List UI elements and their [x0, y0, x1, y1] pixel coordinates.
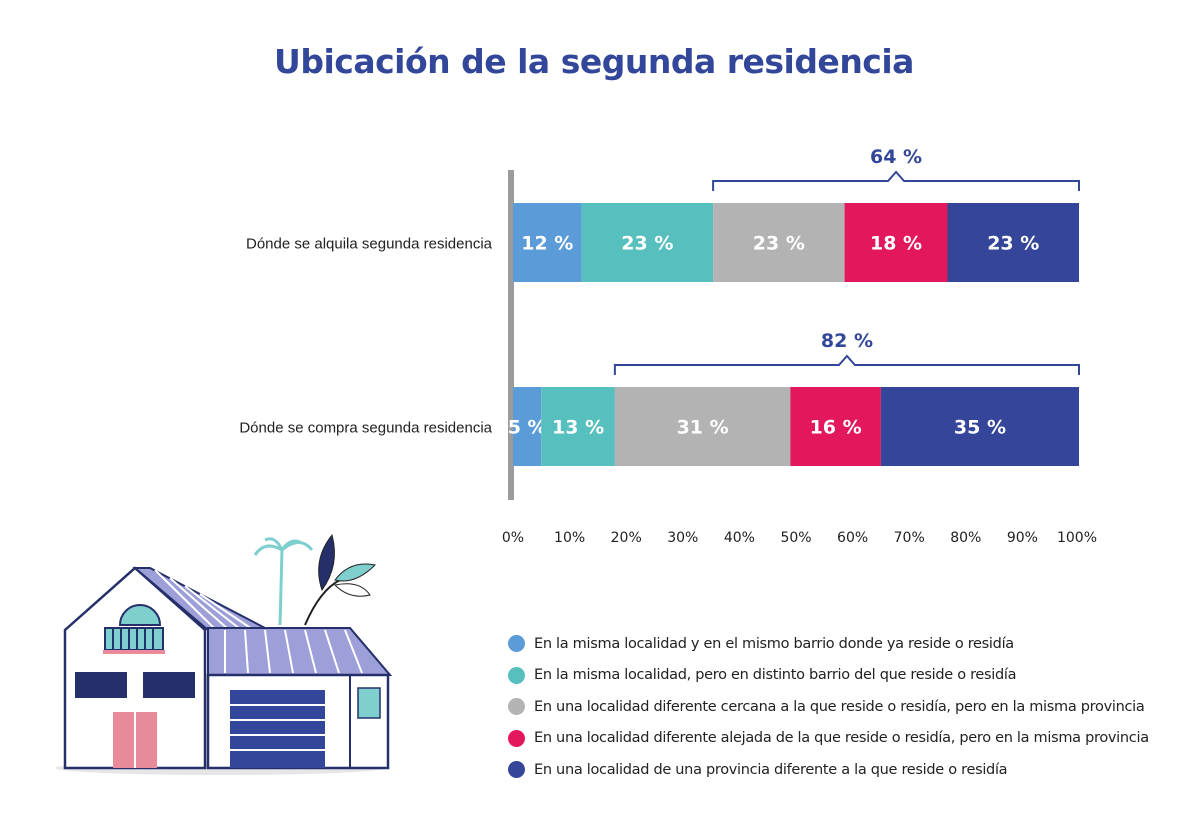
bar-segment	[581, 203, 714, 282]
bracket-label: 64 %	[870, 146, 922, 168]
data-label: 12 %	[521, 233, 573, 255]
bar-segment	[790, 387, 881, 466]
legend-label: En la misma localidad, pero en distinto …	[534, 667, 1017, 684]
category-label: Dónde se alquila segunda residencia	[246, 236, 493, 253]
legend-item: En una localidad de una provincia difere…	[508, 754, 1149, 786]
legend-label: En una localidad de una provincia difere…	[534, 761, 1008, 778]
bracket-label: 82 %	[821, 330, 873, 352]
bar-segment	[614, 387, 791, 466]
x-tick-label: 20%	[611, 530, 642, 546]
x-tick-label: 80%	[950, 530, 981, 546]
bar-segment	[713, 203, 845, 282]
data-label: 23 %	[753, 233, 805, 255]
house-illustration	[55, 533, 393, 775]
x-tick-label: 0%	[502, 530, 524, 546]
legend-label: En una localidad diferente cercana a la …	[534, 698, 1145, 715]
x-tick-label: 40%	[724, 530, 755, 546]
bracket	[613, 354, 1080, 375]
legend-label: En la misma localidad y en el mismo barr…	[534, 635, 1014, 652]
bar-segment	[541, 387, 615, 466]
data-label: 16 %	[810, 417, 862, 439]
legend-swatch	[508, 698, 525, 716]
legend-item: En una localidad diferente cercana a la …	[508, 691, 1149, 723]
bar-segment	[880, 387, 1079, 466]
data-label: 5 %	[508, 417, 547, 439]
bracket	[712, 170, 1080, 191]
legend-swatch	[508, 635, 525, 653]
x-tick-label: 10%	[554, 530, 585, 546]
stacked-bar-chart: Dónde se alquila segunda residencia 12 % 2…	[239, 146, 1097, 546]
legend-item: En una localidad diferente alejada de la…	[508, 723, 1149, 755]
legend-item: En la misma localidad, pero en distinto …	[508, 660, 1149, 692]
data-label: 13 %	[552, 417, 604, 439]
data-label: 23 %	[987, 233, 1039, 255]
data-label: 31 %	[677, 417, 729, 439]
bar-segment	[513, 387, 542, 466]
legend-swatch	[508, 666, 525, 684]
x-tick-label: 60%	[837, 530, 868, 546]
legend-swatch	[508, 729, 525, 747]
bar-segment	[513, 203, 582, 282]
data-label: 35 %	[954, 417, 1006, 439]
x-tick-label: 100%	[1057, 530, 1097, 546]
legend: En la misma localidad y en el mismo barr…	[508, 628, 1149, 786]
legend-label: En una localidad diferente alejada de la…	[534, 730, 1149, 747]
legend-swatch	[508, 761, 525, 779]
x-tick-label: 90%	[1007, 530, 1038, 546]
x-tick-label: 30%	[667, 530, 698, 546]
bar-segment	[844, 203, 948, 282]
x-tick-label: 70%	[894, 530, 925, 546]
category-label: Dónde se compra segunda residencia	[239, 420, 492, 437]
legend-item: En la misma localidad y en el mismo barr…	[508, 628, 1149, 660]
y-axis-line	[508, 170, 514, 500]
data-label: 23 %	[621, 233, 673, 255]
chart-title: Ubicación de la segunda residencia	[274, 42, 914, 81]
x-tick-label: 50%	[780, 530, 811, 546]
bar-segment	[947, 203, 1079, 282]
data-label: 18 %	[870, 233, 922, 255]
